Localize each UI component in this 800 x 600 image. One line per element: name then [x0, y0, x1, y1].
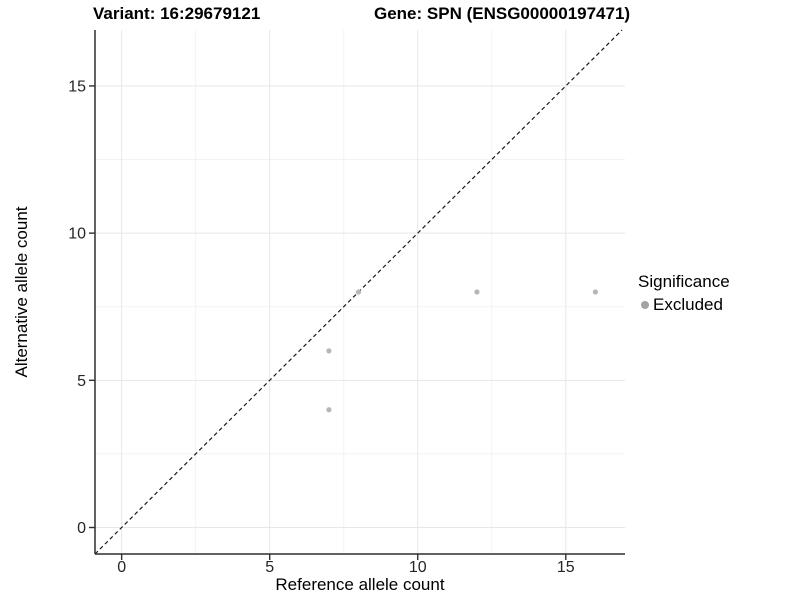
legend: Significance Excluded: [638, 272, 730, 315]
x-tick-label: 0: [117, 559, 126, 576]
x-tick-label: 15: [557, 559, 575, 576]
data-point: [355, 289, 362, 295]
y-tick-label: 5: [77, 373, 86, 390]
y-tick-label: 0: [77, 520, 86, 537]
y-tick-label: 10: [68, 226, 86, 243]
data-point: [474, 289, 480, 295]
x-axis-title: Reference allele count: [275, 575, 445, 594]
y-axis-title: Alternative allele count: [12, 206, 31, 378]
data-point: [592, 289, 598, 295]
plot-title-gene: Gene: SPN (ENSG00000197471): [374, 4, 631, 23]
legend-item-excluded: Excluded: [638, 295, 730, 315]
data-point: [326, 348, 332, 354]
legend-point-icon: [641, 301, 649, 309]
legend-title: Significance: [638, 272, 730, 291]
plot-title-variant: Variant: 16:29679121: [93, 4, 261, 23]
x-tick-label: 10: [409, 559, 427, 576]
y-tick-label: 15: [68, 78, 86, 95]
legend-item-label: Excluded: [653, 295, 723, 314]
x-tick-label: 5: [265, 559, 274, 576]
data-point: [326, 407, 332, 413]
